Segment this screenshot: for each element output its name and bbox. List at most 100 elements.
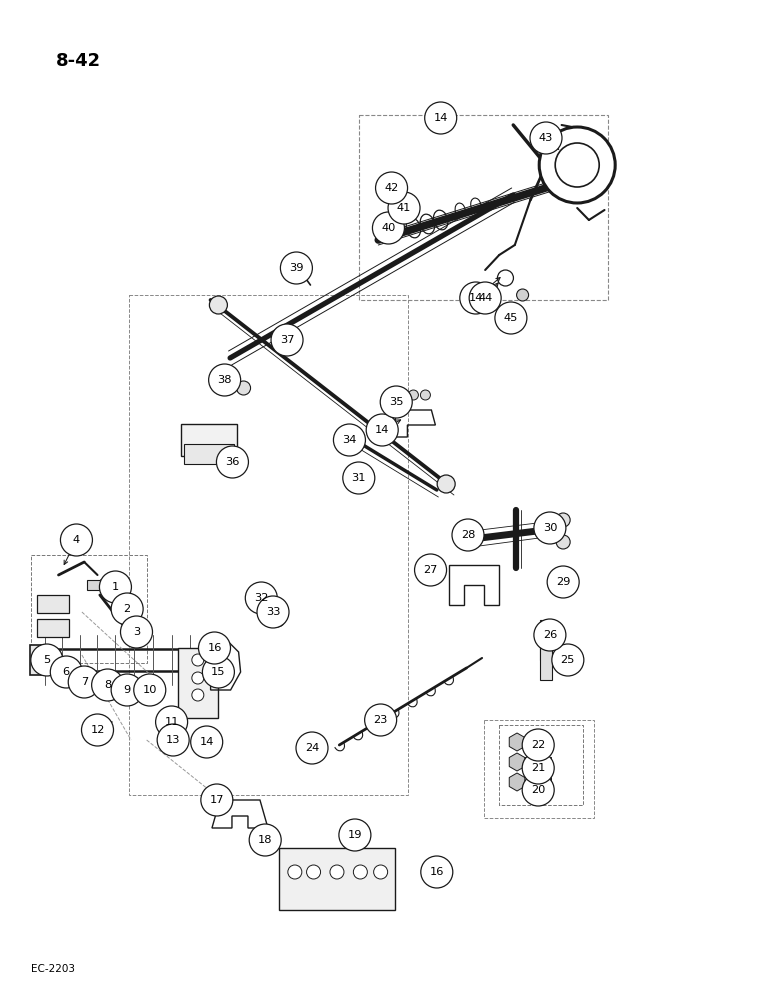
Text: 1: 1 (112, 582, 119, 592)
Circle shape (366, 414, 399, 446)
Circle shape (414, 554, 447, 586)
Text: 41: 41 (397, 203, 411, 213)
Circle shape (257, 596, 289, 628)
Circle shape (198, 632, 231, 664)
Circle shape (534, 512, 566, 544)
Text: 7: 7 (80, 677, 88, 687)
Text: 35: 35 (389, 397, 403, 407)
Circle shape (424, 102, 457, 134)
Bar (181, 424, 237, 456)
Bar (37, 595, 69, 613)
Text: 39: 39 (289, 263, 303, 273)
Text: 40: 40 (381, 223, 395, 233)
Circle shape (296, 732, 328, 764)
Text: EC-2203: EC-2203 (31, 964, 75, 974)
Circle shape (280, 252, 313, 284)
Text: 9: 9 (123, 685, 131, 695)
Text: 12: 12 (90, 725, 105, 735)
Circle shape (288, 865, 302, 879)
Circle shape (396, 390, 406, 400)
Circle shape (249, 824, 282, 856)
Circle shape (522, 774, 555, 806)
Text: 13: 13 (166, 735, 180, 745)
Circle shape (364, 704, 397, 736)
Text: 11: 11 (165, 717, 179, 727)
Circle shape (208, 364, 241, 396)
Text: 38: 38 (218, 375, 232, 385)
Text: 22: 22 (531, 740, 545, 750)
Circle shape (30, 644, 63, 676)
Text: 14: 14 (375, 425, 389, 435)
Circle shape (534, 619, 566, 651)
Bar (523, 737, 551, 747)
Circle shape (388, 192, 420, 224)
Text: 31: 31 (352, 473, 366, 483)
Bar (129, 295, 408, 795)
Text: 28: 28 (461, 530, 475, 540)
Circle shape (256, 589, 275, 607)
Text: 29: 29 (556, 577, 570, 587)
Circle shape (551, 644, 584, 676)
Circle shape (342, 462, 375, 494)
Circle shape (330, 865, 344, 879)
Text: 42: 42 (385, 183, 399, 193)
Text: 16: 16 (430, 867, 444, 877)
Bar (279, 848, 395, 910)
Text: 43: 43 (539, 133, 553, 143)
Text: 2: 2 (123, 604, 131, 614)
Circle shape (192, 672, 204, 684)
Circle shape (202, 656, 235, 688)
Circle shape (133, 674, 166, 706)
Circle shape (99, 571, 132, 603)
Text: 37: 37 (280, 335, 294, 345)
Circle shape (555, 143, 599, 187)
Circle shape (539, 127, 615, 203)
Circle shape (155, 706, 188, 738)
Circle shape (236, 381, 250, 395)
Circle shape (547, 566, 580, 598)
Bar (87, 580, 101, 590)
Circle shape (339, 819, 371, 851)
Circle shape (111, 593, 144, 625)
Circle shape (374, 865, 388, 879)
Circle shape (452, 519, 484, 551)
Bar (499, 725, 583, 805)
Circle shape (333, 424, 366, 456)
Circle shape (498, 270, 513, 286)
Text: 15: 15 (211, 667, 225, 677)
Bar (178, 648, 218, 718)
Text: 33: 33 (266, 607, 280, 617)
Circle shape (516, 289, 529, 301)
Text: 17: 17 (210, 795, 224, 805)
Circle shape (190, 726, 223, 758)
Text: 23: 23 (374, 715, 388, 725)
Circle shape (60, 524, 93, 556)
Bar (523, 777, 551, 787)
Circle shape (245, 582, 278, 614)
Bar (37, 619, 69, 637)
Circle shape (409, 390, 418, 400)
Circle shape (495, 302, 527, 334)
Text: 19: 19 (348, 830, 362, 840)
Text: 26: 26 (543, 630, 557, 640)
Circle shape (81, 714, 114, 746)
Circle shape (420, 856, 453, 888)
Circle shape (292, 262, 304, 274)
Circle shape (200, 784, 233, 816)
Bar (523, 757, 551, 767)
Circle shape (469, 282, 502, 314)
Text: 32: 32 (254, 593, 268, 603)
Circle shape (157, 724, 190, 756)
Circle shape (192, 654, 204, 666)
Text: 20: 20 (531, 785, 545, 795)
Circle shape (420, 390, 431, 400)
Circle shape (91, 669, 124, 701)
Text: 14: 14 (469, 293, 483, 303)
Circle shape (111, 674, 144, 706)
Circle shape (380, 386, 413, 418)
Circle shape (221, 381, 235, 395)
Text: 25: 25 (561, 655, 575, 665)
Circle shape (459, 282, 492, 314)
Text: 16: 16 (207, 643, 222, 653)
Text: 27: 27 (424, 565, 438, 575)
